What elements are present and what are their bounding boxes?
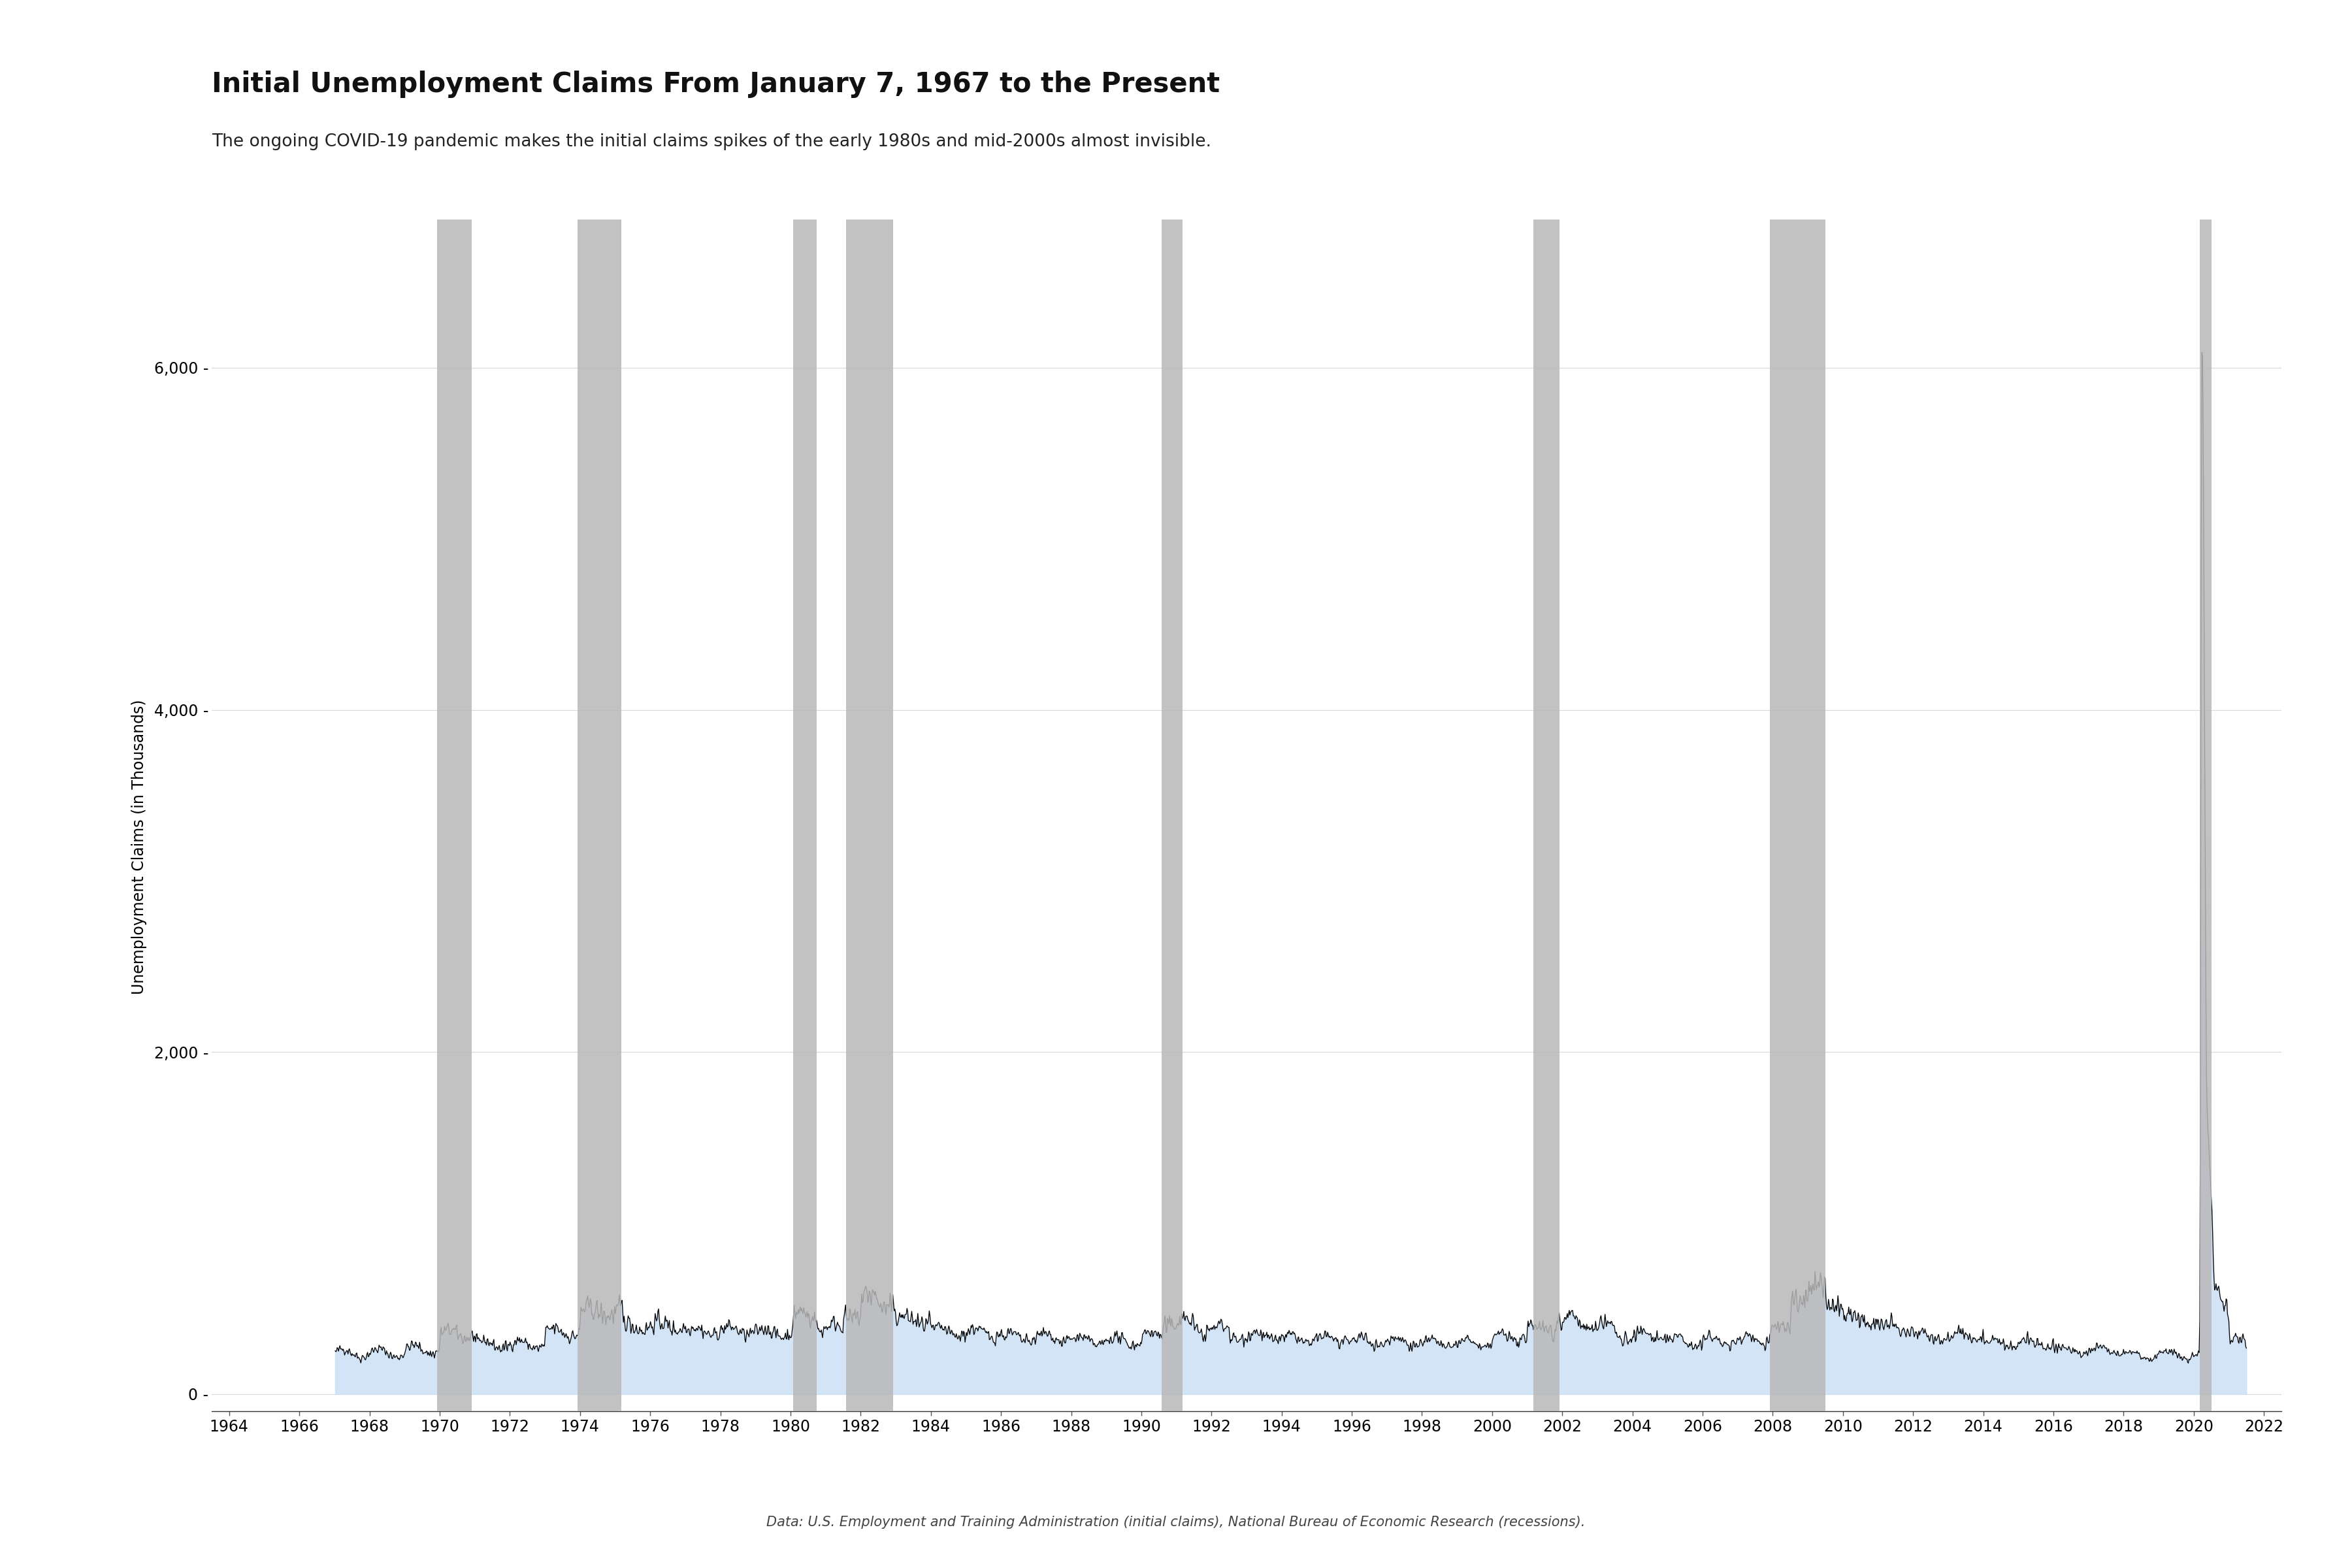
Text: Initial Unemployment Claims From January 7, 1967 to the Present: Initial Unemployment Claims From January…	[212, 71, 1221, 97]
Text: Data: U.S. Employment and Training Administration (initial claims), National Bur: Data: U.S. Employment and Training Admin…	[767, 1516, 1585, 1529]
Y-axis label: Unemployment Claims (in Thousands): Unemployment Claims (in Thousands)	[132, 699, 146, 994]
Text: The ongoing COVID-19 pandemic makes the initial claims spikes of the early 1980s: The ongoing COVID-19 pandemic makes the …	[212, 133, 1211, 151]
